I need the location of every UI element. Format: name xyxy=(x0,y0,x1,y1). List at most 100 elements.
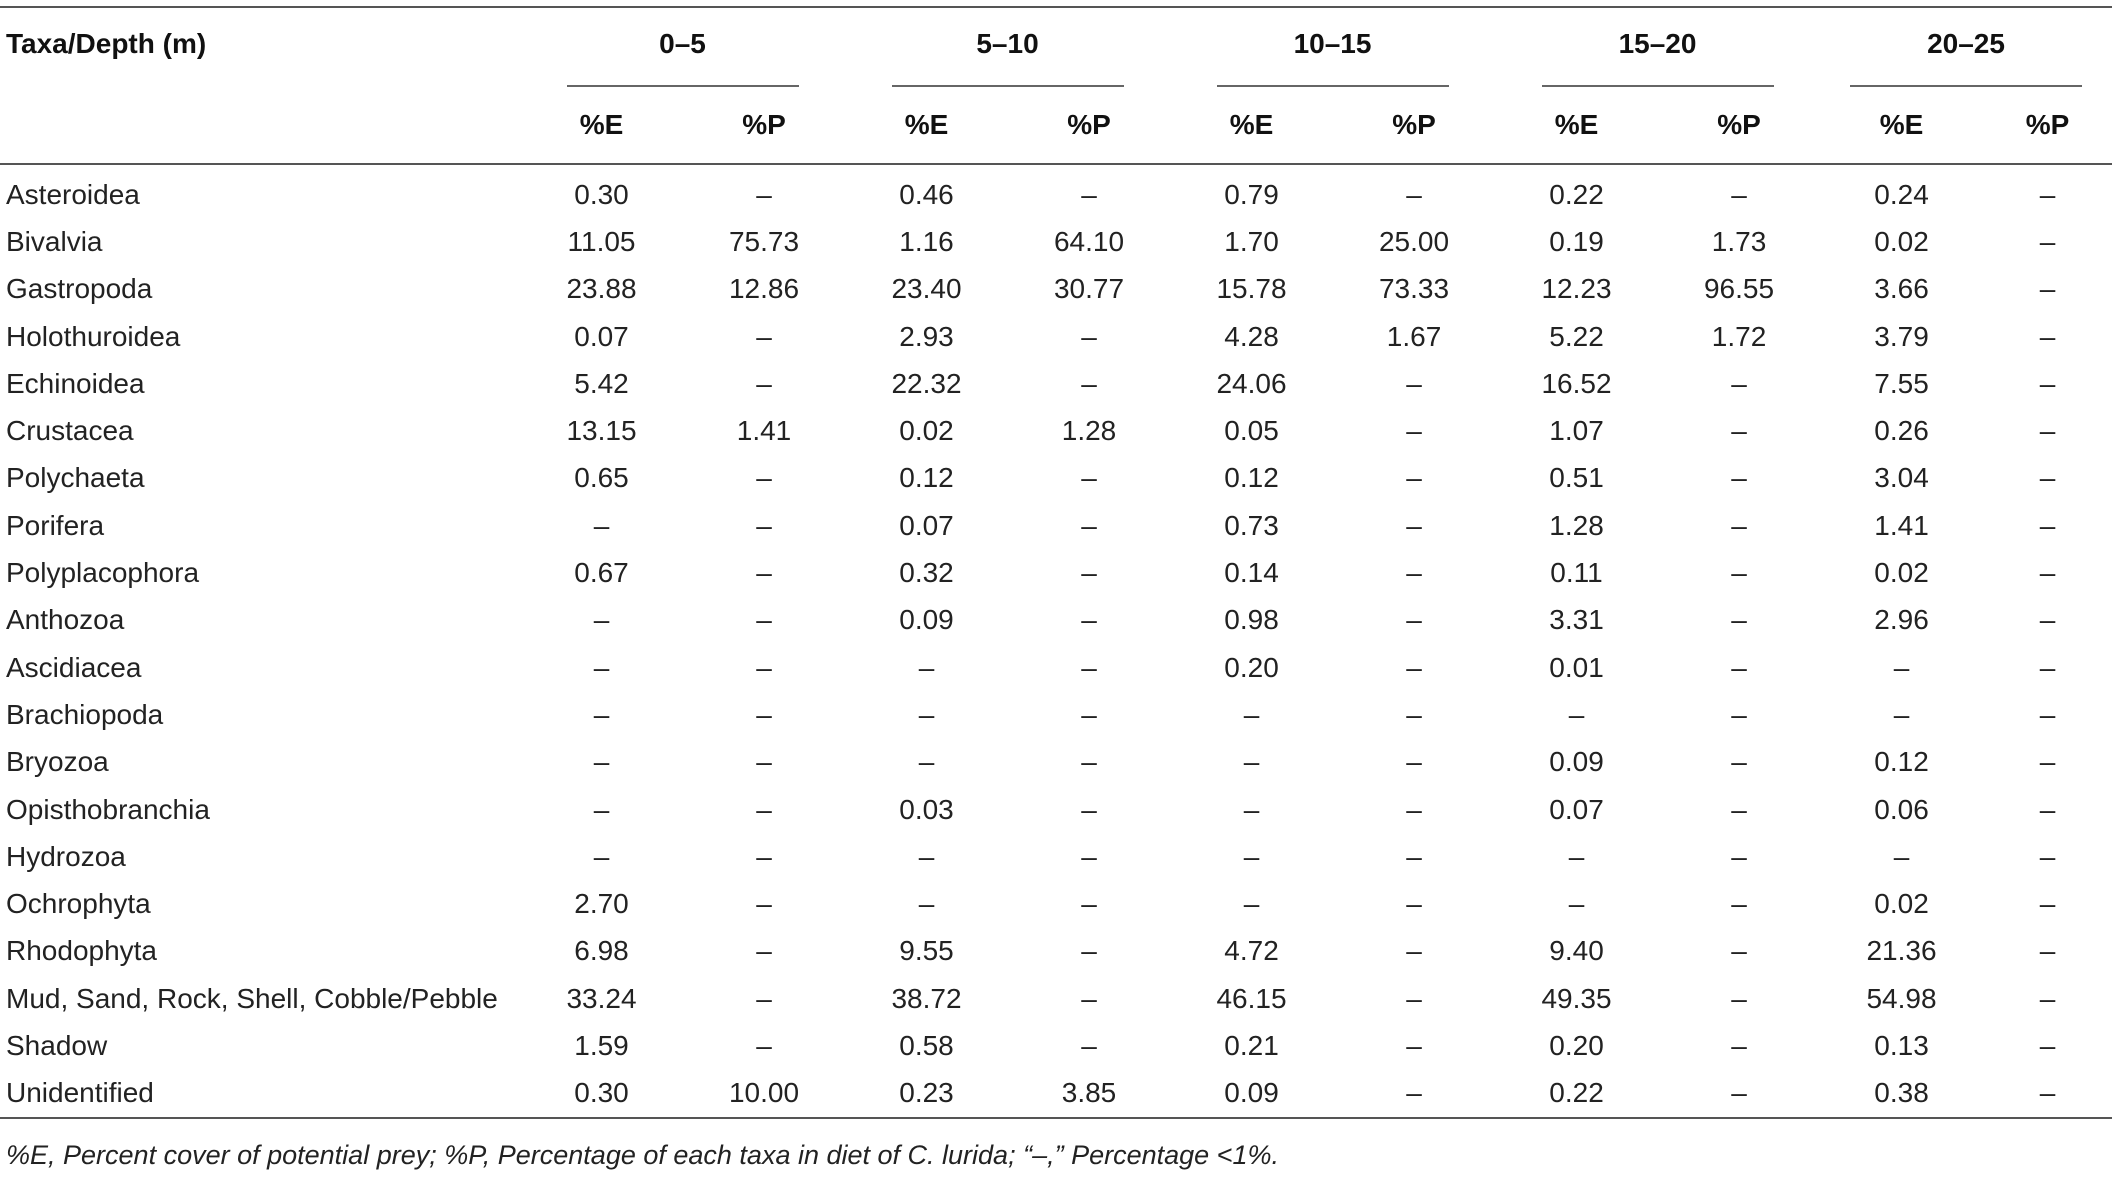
value-cell-e: 9.40 xyxy=(1549,935,1604,967)
value-cell-p: – xyxy=(2039,509,2056,541)
value-cell-p: – xyxy=(756,509,772,541)
depth-label: 5–10 xyxy=(976,28,1039,59)
metric-header-e: %E xyxy=(1879,109,1924,140)
value-cell-p: – xyxy=(2039,367,2056,399)
value-cell-e: 4.72 xyxy=(1224,935,1279,967)
value-cell-e: 0.11 xyxy=(1550,557,1603,589)
value-cell-e: 33.24 xyxy=(566,982,637,1014)
depth-label: 0–5 xyxy=(659,28,706,59)
table-row: Brachiopoda – – – – – – – – – – xyxy=(0,691,2112,738)
value-cell-p: – xyxy=(1731,793,1747,825)
taxa-cell: Ochrophyta xyxy=(6,888,151,920)
value-cell-e: – xyxy=(593,793,610,825)
value-cell-p: – xyxy=(1081,178,1097,210)
value-cell-p: 3.85 xyxy=(1061,1077,1117,1109)
value-cell-p: – xyxy=(2039,462,2056,494)
value-cell-e: – xyxy=(1243,888,1260,920)
value-cell-e: 0.30 xyxy=(574,1077,629,1109)
value-cell-e: 3.79 xyxy=(1874,320,1929,352)
metric-header-p: %P xyxy=(1067,109,1111,140)
value-cell-e: – xyxy=(1893,698,1910,730)
value-cell-e: – xyxy=(1243,840,1260,872)
value-cell-p: – xyxy=(1081,746,1097,778)
value-cell-p: – xyxy=(2039,320,2056,352)
value-cell-e: 0.01 xyxy=(1549,651,1604,683)
table-row: Shadow 1.59 – 0.58 – 0.21 – 0.20 – 0.13 – xyxy=(0,1022,2112,1069)
value-cell-e: 4.28 xyxy=(1224,320,1279,352)
value-cell-e: 3.66 xyxy=(1874,273,1929,305)
value-cell-e: 0.73 xyxy=(1224,509,1279,541)
value-cell-e: – xyxy=(593,509,610,541)
value-cell-e: 0.07 xyxy=(899,509,954,541)
value-cell-p: – xyxy=(1731,888,1747,920)
value-cell-p: – xyxy=(1731,462,1747,494)
value-cell-e: 15.78 xyxy=(1216,273,1287,305)
depth-label: 20–25 xyxy=(1927,28,2005,59)
depth-header: 15–20 xyxy=(1495,7,1820,87)
taxa-cell: Asteroidea xyxy=(6,178,140,210)
depth-header: 20–25 xyxy=(1820,7,2112,87)
taxa-cell: Gastropoda xyxy=(6,273,153,305)
value-cell-e: – xyxy=(1243,698,1260,730)
value-cell-p: – xyxy=(2039,888,2056,920)
value-cell-e: 5.42 xyxy=(574,367,629,399)
value-cell-e: – xyxy=(1893,840,1910,872)
value-cell-p: 1.28 xyxy=(1061,415,1117,447)
value-cell-e: 1.28 xyxy=(1549,509,1604,541)
value-cell-p: 30.77 xyxy=(1053,273,1125,305)
table-row: Mud, Sand, Rock, Shell, Cobble/Pebble 33.… xyxy=(0,975,2112,1022)
value-cell-e: 2.93 xyxy=(899,320,954,352)
value-cell-e: 9.55 xyxy=(899,935,954,967)
value-cell-e: 5.22 xyxy=(1549,320,1604,352)
taxa-cell: Mud, Sand, Rock, Shell, Cobble/Pebble xyxy=(6,982,498,1014)
table-row: Ochrophyta 2.70 – – – – – – – 0.02 – xyxy=(0,880,2112,927)
value-cell-p: – xyxy=(2039,651,2056,683)
table-row: Gastropoda 23.88 12.86 23.40 30.77 15.78 73.33… xyxy=(0,266,2112,313)
value-cell-p: – xyxy=(756,320,772,352)
value-cell-e: 23.88 xyxy=(566,273,637,305)
value-cell-e: 24.06 xyxy=(1216,367,1287,399)
value-cell-e: 1.41 xyxy=(1874,509,1929,541)
table-row: Anthozoa – – 0.09 – 0.98 – 3.31 – 2.96 – xyxy=(0,597,2112,644)
value-cell-e: – xyxy=(918,746,935,778)
taxa-cell: Bivalvia xyxy=(6,225,103,257)
value-cell-e: 0.02 xyxy=(1874,225,1929,257)
depth-underline xyxy=(566,85,799,87)
table-row: Holothuroidea 0.07 – 2.93 – 4.28 1.67 5.22 1.72 3… xyxy=(0,313,2112,360)
value-cell-p: – xyxy=(1406,415,1422,447)
value-cell-p: – xyxy=(1406,840,1422,872)
value-cell-p: – xyxy=(1406,367,1422,399)
taxa-cell: Shadow xyxy=(6,1029,108,1061)
value-cell-e: 0.07 xyxy=(1549,793,1604,825)
value-cell-p: – xyxy=(1081,935,1097,967)
value-cell-e: 2.96 xyxy=(1874,604,1929,636)
value-cell-e: 0.09 xyxy=(1549,746,1604,778)
value-cell-p: 10.00 xyxy=(728,1077,800,1109)
value-cell-p: – xyxy=(2039,840,2056,872)
value-cell-p: – xyxy=(1406,746,1422,778)
value-cell-e: – xyxy=(1243,793,1260,825)
value-cell-p: – xyxy=(1406,178,1422,210)
value-cell-e: 0.32 xyxy=(899,557,954,589)
value-cell-e: 3.31 xyxy=(1549,604,1604,636)
value-cell-p: – xyxy=(756,793,772,825)
value-cell-e: 0.12 xyxy=(899,462,954,494)
value-cell-p: – xyxy=(1731,1077,1747,1109)
blank-header-cell xyxy=(0,87,520,164)
value-cell-p: – xyxy=(756,462,772,494)
value-cell-p: – xyxy=(756,746,772,778)
value-cell-e: 1.70 xyxy=(1224,225,1279,257)
metric-header-p: %P xyxy=(2025,109,2070,140)
value-cell-e: – xyxy=(593,651,610,683)
value-cell-e: 0.20 xyxy=(1224,651,1279,683)
table-row: Crustacea 13.15 1.41 0.02 1.28 0.05 – 1.07 – 0.26… xyxy=(0,407,2112,454)
taxa-cell: Porifera xyxy=(6,509,105,541)
value-cell-p: – xyxy=(1731,415,1747,447)
metric-header-e: %E xyxy=(1229,109,1274,140)
taxa-cell: Opisthobranchia xyxy=(6,793,210,825)
value-cell-p: – xyxy=(1406,557,1422,589)
value-cell-e: 0.23 xyxy=(899,1077,954,1109)
value-cell-e: – xyxy=(918,888,935,920)
value-cell-e: 6.98 xyxy=(574,935,629,967)
